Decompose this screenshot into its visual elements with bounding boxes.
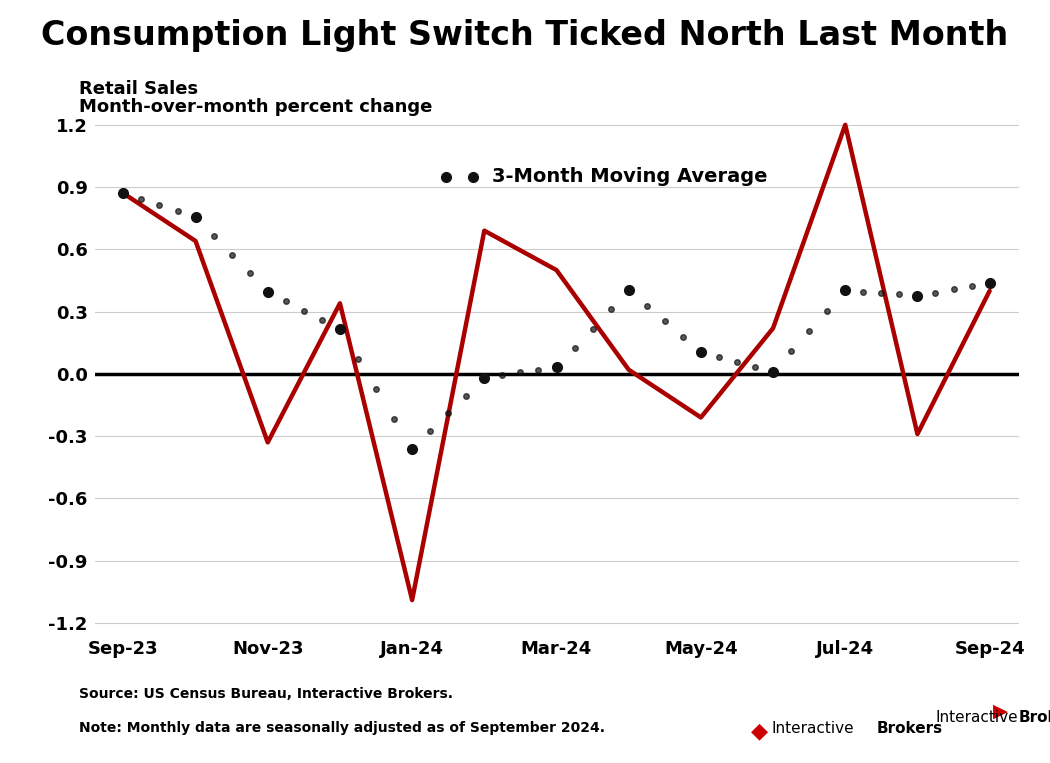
Text: Interactive: Interactive: [772, 721, 855, 736]
Text: ▶: ▶: [993, 702, 1008, 721]
Text: Consumption Light Switch Ticked North Last Month: Consumption Light Switch Ticked North La…: [41, 19, 1009, 52]
Text: Source: US Census Bureau, Interactive Brokers.: Source: US Census Bureau, Interactive Br…: [79, 687, 453, 700]
Text: Note: Monthly data are seasonally adjusted as of September 2024.: Note: Monthly data are seasonally adjust…: [79, 721, 605, 735]
Text: ◆: ◆: [751, 721, 768, 741]
Text: Interactive: Interactive: [936, 710, 1018, 725]
Text: Brokers: Brokers: [877, 721, 943, 736]
Text: Month-over-month percent change: Month-over-month percent change: [79, 98, 433, 116]
Text: 3-Month Moving Average: 3-Month Moving Average: [491, 167, 768, 186]
Text: Retail Sales: Retail Sales: [79, 80, 197, 98]
Text: Brokers: Brokers: [1018, 710, 1050, 725]
